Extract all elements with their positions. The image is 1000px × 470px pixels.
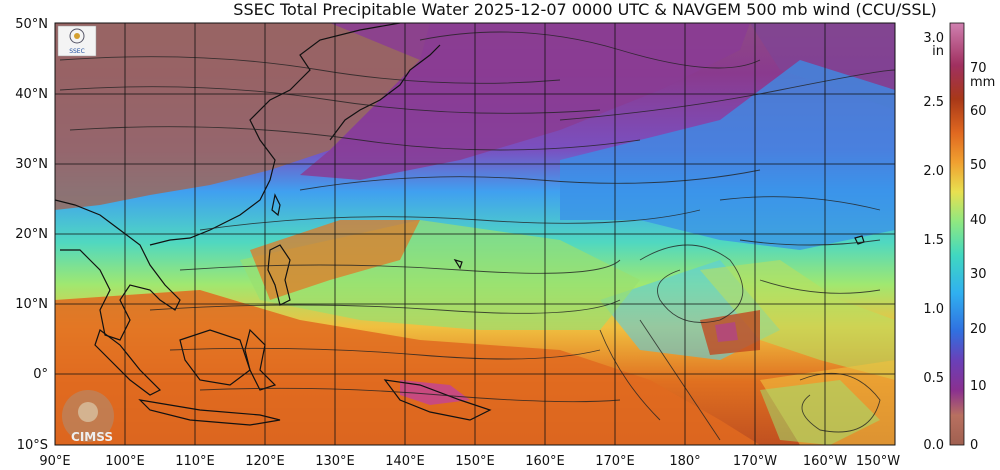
cimss-logo-text: CIMSS bbox=[71, 430, 113, 444]
lon-label: 150°E bbox=[455, 454, 495, 469]
cb-mm-unit: mm bbox=[970, 75, 995, 90]
cb-mm-label: 10 bbox=[970, 379, 987, 394]
lat-label: 50°N bbox=[15, 17, 48, 32]
lon-label: 160°W bbox=[803, 454, 847, 469]
lat-label: 10°S bbox=[17, 438, 48, 453]
cb-inch-label: 3.0 bbox=[923, 31, 944, 46]
lon-label: 180° bbox=[669, 454, 700, 469]
cb-mm-label: 70 bbox=[970, 61, 987, 76]
ssec-logo: SSEC bbox=[57, 25, 97, 57]
lon-label: 100°E bbox=[105, 454, 145, 469]
colorbar: 3.0 in 2.5 2.0 1.5 1.0 0.5 0.0 70 mm 60 … bbox=[923, 22, 995, 453]
lon-label: 140°E bbox=[385, 454, 425, 469]
wind-streamlines bbox=[59, 31, 895, 441]
cb-inch-label: 1.5 bbox=[923, 233, 944, 248]
cb-mm-label: 30 bbox=[970, 267, 987, 282]
cb-inch-unit: in bbox=[932, 44, 944, 59]
lat-label: 0° bbox=[33, 367, 48, 382]
cb-inch-label: 1.0 bbox=[923, 302, 944, 317]
longitude-labels: 90°E 100°E 110°E 120°E 130°E 140°E 150°E… bbox=[39, 454, 900, 469]
map-frame bbox=[54, 22, 896, 446]
cb-mm-label: 0 bbox=[970, 438, 978, 453]
tpw-field bbox=[55, 23, 895, 445]
latitude-labels: 50°N 40°N 30°N 20°N 10°N 0° 10°S bbox=[15, 17, 48, 453]
cb-mm-label: 20 bbox=[970, 322, 987, 337]
ssec-logo-text: SSEC bbox=[69, 48, 85, 55]
cb-inch-label: 2.0 bbox=[923, 164, 944, 179]
lon-label: 90°E bbox=[39, 454, 70, 469]
lon-label: 170°W bbox=[733, 454, 777, 469]
lat-label: 30°N bbox=[15, 157, 48, 172]
lon-label: 110°E bbox=[175, 454, 215, 469]
lon-label: 150°W bbox=[856, 454, 900, 469]
lon-label: 130°E bbox=[315, 454, 355, 469]
lat-label: 10°N bbox=[15, 297, 48, 312]
cb-inch-label: 2.5 bbox=[923, 95, 944, 110]
colorbar-gradient bbox=[949, 22, 965, 446]
lon-label: 170°E bbox=[595, 454, 635, 469]
lat-label: 20°N bbox=[15, 227, 48, 242]
cb-inch-label: 0.0 bbox=[923, 438, 944, 453]
cb-mm-label: 40 bbox=[970, 213, 987, 228]
cb-mm-label: 60 bbox=[970, 104, 987, 119]
lon-label: 160°E bbox=[525, 454, 565, 469]
cb-inch-label: 0.5 bbox=[923, 371, 944, 386]
graticule bbox=[55, 23, 895, 445]
lat-label: 40°N bbox=[15, 87, 48, 102]
cimss-logo: CIMSS bbox=[62, 390, 114, 444]
cb-mm-label: 50 bbox=[970, 158, 987, 173]
lon-label: 120°E bbox=[245, 454, 285, 469]
map-title: SSEC Total Precipitable Water 2025-12-07… bbox=[233, 0, 937, 19]
